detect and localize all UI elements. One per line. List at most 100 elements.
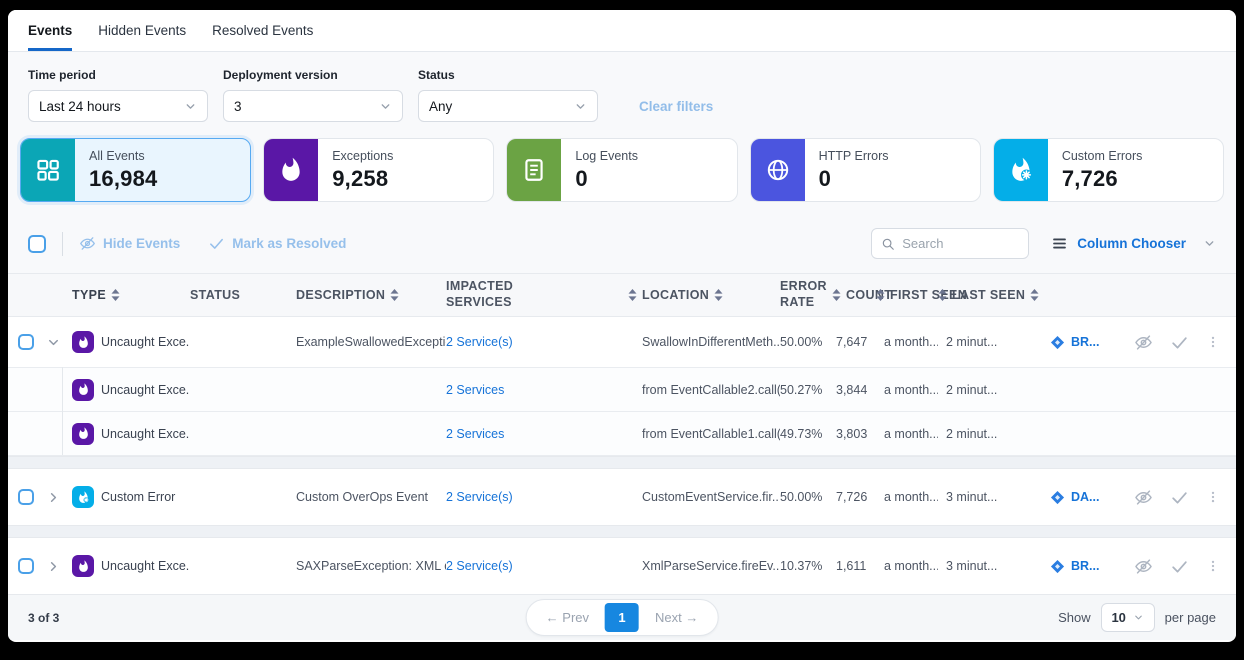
jira-ticket-link[interactable]: BR... xyxy=(1050,559,1099,574)
hide-event-icon[interactable] xyxy=(1134,333,1153,352)
header-description[interactable]: DESCRIPTION xyxy=(296,288,446,302)
select-value: Last 24 hours xyxy=(39,98,121,114)
card-custom-errors[interactable]: Custom Errors 7,726 xyxy=(992,138,1225,202)
hamburger-icon xyxy=(1051,235,1068,252)
card-exceptions[interactable]: Exceptions 9,258 xyxy=(263,138,495,202)
sort-icon[interactable] xyxy=(390,289,399,301)
status-select[interactable]: Any xyxy=(418,90,598,122)
pagination: ← Prev 1 Next → xyxy=(525,599,719,636)
table-subrow[interactable]: Uncaught Exce... 2 Services from EventCa… xyxy=(8,411,1236,455)
event-count: 7,647 xyxy=(836,335,868,349)
chevron-right-icon[interactable] xyxy=(46,490,61,505)
row-group-separator xyxy=(8,456,1236,469)
resolve-event-icon[interactable] xyxy=(1170,557,1189,576)
flame-icon xyxy=(264,139,319,201)
jira-ticket-link[interactable]: DA... xyxy=(1050,490,1099,505)
row-checkbox[interactable] xyxy=(18,489,34,505)
chevron-down-icon[interactable] xyxy=(46,335,61,350)
select-all-checkbox[interactable] xyxy=(28,234,46,253)
first-seen: a month... xyxy=(884,426,938,441)
event-description: ExampleSwallowedExceptio... xyxy=(296,335,446,349)
tab-bar: Events Hidden Events Resolved Events xyxy=(8,10,1236,52)
row-menu-icon[interactable] xyxy=(1206,557,1220,575)
sort-icon[interactable] xyxy=(714,289,723,301)
filter-label: Time period xyxy=(28,68,96,82)
jira-icon xyxy=(1050,559,1065,574)
hide-events-button[interactable]: Hide Events xyxy=(79,235,180,252)
row-menu-icon[interactable] xyxy=(1206,488,1220,506)
deployment-version-select[interactable]: 3 xyxy=(223,90,403,122)
event-location: from EventCallable2.call() xyxy=(642,382,780,397)
impacted-services-link[interactable]: 2 Service(s) xyxy=(446,335,513,349)
event-location: CustomEventService.fir... xyxy=(642,490,780,504)
tab-events[interactable]: Events xyxy=(28,10,73,51)
sort-icon[interactable] xyxy=(628,289,637,301)
row-range-label: 3 of 3 xyxy=(28,610,60,625)
sort-icon[interactable] xyxy=(876,289,885,301)
sort-icon[interactable] xyxy=(111,289,120,301)
hide-event-icon[interactable] xyxy=(1134,488,1153,507)
impacted-services-link[interactable]: 2 Service(s) xyxy=(446,559,513,573)
show-label: Show xyxy=(1058,610,1091,625)
last-seen: 3 minut... xyxy=(946,490,998,504)
table-row[interactable]: Custom Error Custom OverOps Event 2 Serv… xyxy=(8,469,1236,525)
hide-event-icon[interactable] xyxy=(1134,557,1153,576)
select-value: 3 xyxy=(234,98,242,114)
header-location[interactable]: LOCATION xyxy=(628,288,780,302)
header-status: STATUS xyxy=(190,288,241,302)
table-header: TYPE STATUS DESCRIPTION IMPACTED SERVICE… xyxy=(8,273,1236,317)
event-description: SAXParseException: XML d... xyxy=(296,559,446,573)
row-menu-icon[interactable] xyxy=(1206,333,1220,351)
impacted-services-link[interactable]: 2 Service(s) xyxy=(446,490,513,504)
header-first-seen[interactable]: FIRST SEEN xyxy=(876,288,967,302)
flame-icon xyxy=(72,378,94,401)
header-type[interactable]: TYPE xyxy=(72,288,190,302)
event-count: 1,611 xyxy=(836,559,867,573)
impacted-services-link[interactable]: 2 Services xyxy=(446,426,505,441)
filter-label: Status xyxy=(418,68,455,82)
table-row[interactable]: Uncaught Exce... SAXParseException: XML … xyxy=(8,538,1236,594)
row-checkbox[interactable] xyxy=(18,334,34,350)
time-period-select[interactable]: Last 24 hours xyxy=(28,90,208,122)
sort-icon[interactable] xyxy=(1030,289,1039,301)
table-subrow[interactable]: Uncaught Exce... 2 Services from EventCa… xyxy=(8,367,1236,411)
event-location: SwallowInDifferentMeth... xyxy=(642,335,780,349)
column-chooser-button[interactable]: Column Chooser xyxy=(1051,235,1216,252)
header-count[interactable]: COUNT xyxy=(832,288,892,302)
card-all-events[interactable]: All Events 16,984 xyxy=(20,138,252,202)
resolve-event-icon[interactable] xyxy=(1170,488,1189,507)
select-value: Any xyxy=(429,98,453,114)
row-checkbox[interactable] xyxy=(18,558,34,574)
first-seen: a month... xyxy=(884,490,938,504)
current-page-button[interactable]: 1 xyxy=(605,603,639,632)
impacted-services-link[interactable]: 2 Services xyxy=(446,382,505,397)
prev-page-button[interactable]: ← Prev xyxy=(545,610,589,625)
resolve-event-icon[interactable] xyxy=(1170,333,1189,352)
first-seen: a month... xyxy=(884,559,938,573)
mark-resolved-button[interactable]: Mark as Resolved xyxy=(208,235,346,252)
clear-filters-button[interactable]: Clear filters xyxy=(639,99,714,114)
sort-icon[interactable] xyxy=(832,289,841,301)
sort-icon[interactable] xyxy=(938,289,947,301)
header-last-seen[interactable]: LAST SEEN xyxy=(938,288,1022,302)
chevron-down-icon xyxy=(1203,237,1216,250)
last-seen: 3 minut... xyxy=(946,559,998,573)
chevron-right-icon[interactable] xyxy=(46,559,61,574)
card-http-errors[interactable]: HTTP Errors 0 xyxy=(749,138,981,202)
table-row[interactable]: Uncaught Exce... ExampleSwallowedExcepti… xyxy=(8,317,1236,367)
chevron-down-icon xyxy=(1133,612,1144,623)
last-seen: 2 minut... xyxy=(946,382,998,397)
filter-label: Deployment version xyxy=(223,68,338,82)
event-location: XmlParseService.fireEv... xyxy=(642,559,780,573)
tab-hidden-events[interactable]: Hidden Events xyxy=(98,23,187,38)
tab-resolved-events[interactable]: Resolved Events xyxy=(212,23,314,38)
jira-ticket-link[interactable]: BR... xyxy=(1050,335,1099,350)
jira-icon xyxy=(1050,490,1065,505)
first-seen: a month... xyxy=(884,382,938,397)
card-log-events[interactable]: Log Events 0 xyxy=(506,138,738,202)
next-page-button[interactable]: Next → xyxy=(655,610,699,625)
event-type: Custom Error xyxy=(101,490,176,504)
search-input[interactable] xyxy=(902,236,1020,251)
error-rate: 50.27% xyxy=(780,382,823,397)
per-page-select[interactable]: 10 xyxy=(1100,603,1155,632)
